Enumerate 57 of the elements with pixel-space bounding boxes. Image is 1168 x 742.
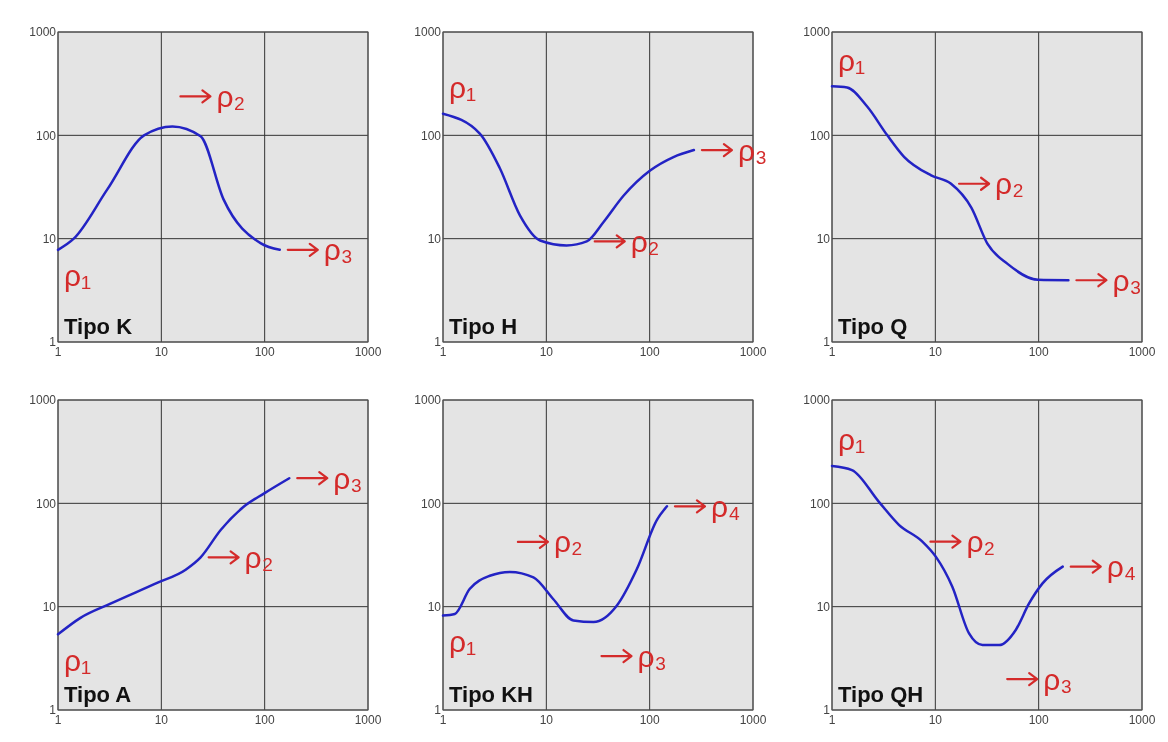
annotation: ρ₃: [323, 233, 354, 267]
x-tick-label: 100: [1028, 345, 1049, 359]
x-tick-label: 100: [1028, 713, 1049, 727]
y-tick-label: 100: [809, 128, 831, 143]
y-tick-label: 10: [427, 231, 442, 246]
annotation: ρ₄: [1106, 550, 1137, 584]
x-tick-label: 100: [639, 713, 660, 727]
y-tick-label: 100: [809, 496, 831, 511]
x-tick-label: 100: [254, 713, 275, 727]
annotation: ρ₁: [449, 625, 477, 659]
annotation: ρ₂: [966, 525, 996, 559]
text: Tipo Q: [838, 314, 908, 339]
x-tick-label: 10: [154, 713, 169, 727]
text: Tipo A: [64, 682, 132, 707]
x-tick-label: 1000: [354, 345, 382, 359]
y-tick-label: 1000: [414, 393, 442, 408]
x-tick-label: 10: [928, 345, 943, 359]
annotation: ρ₁: [838, 423, 866, 457]
y-tick-label: 100: [420, 128, 442, 143]
annotation: ρ₁: [449, 71, 477, 105]
x-tick-label: 1000: [739, 713, 767, 727]
text: Tipo H: [449, 314, 518, 339]
y-tick-label: 10: [427, 599, 442, 614]
x-tick-label: 100: [639, 345, 660, 359]
text: Tipo KH: [449, 682, 533, 707]
x-tick-label: 100: [254, 345, 275, 359]
x-tick-label: 10: [928, 713, 943, 727]
annotation: ρ₃: [1112, 263, 1142, 297]
x-tick-label: 10: [154, 345, 169, 359]
annotation: ρ₂: [216, 79, 246, 113]
annotation: ρ₁: [64, 259, 92, 293]
x-tick-label: 1000: [739, 345, 767, 359]
y-tick-label: 1000: [29, 25, 57, 40]
x-tick-label: 10: [539, 345, 554, 359]
annotation: ρ₁: [64, 643, 92, 677]
y-tick-label: 10: [816, 599, 831, 614]
annotation: ρ₁: [838, 43, 866, 77]
x-tick-label: 10: [539, 713, 554, 727]
y-tick-label: 100: [420, 496, 442, 511]
x-tick-label: 1000: [1128, 345, 1156, 359]
y-tick-label: 10: [816, 231, 831, 246]
text: Tipo QH: [838, 682, 924, 707]
y-tick-label: 100: [35, 496, 57, 511]
x-tick-label: 1000: [1128, 713, 1156, 727]
annotation: ρ₃: [333, 461, 363, 495]
annotation: ρ₂: [995, 167, 1024, 201]
y-tick-label: 1000: [414, 25, 442, 40]
y-tick-label: 100: [35, 128, 57, 143]
annotation: ρ₃: [1043, 662, 1073, 696]
y-tick-label: 1000: [803, 25, 831, 40]
x-tick-label: 1000: [354, 713, 382, 727]
y-tick-label: 1000: [29, 393, 57, 408]
annotation: ρ₂: [553, 525, 583, 559]
y-tick-label: 10: [42, 231, 57, 246]
y-tick-label: 1000: [803, 393, 831, 408]
y-tick-label: 10: [42, 599, 57, 614]
text: Tipo K: [64, 314, 133, 339]
